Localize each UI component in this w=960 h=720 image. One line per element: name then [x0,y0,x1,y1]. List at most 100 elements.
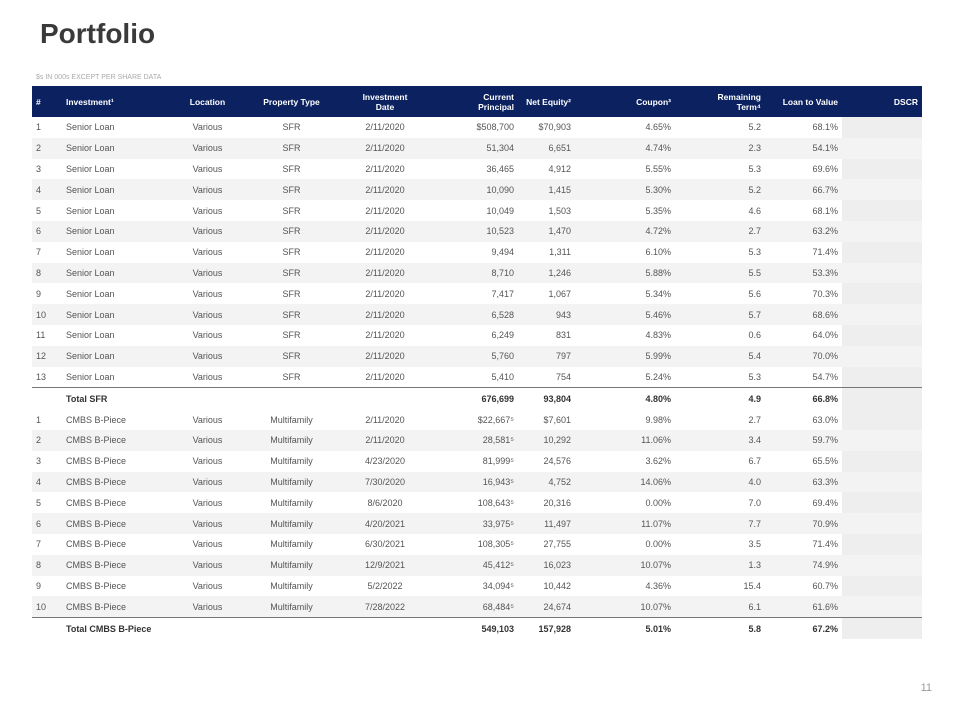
table-cell: 5.24% [645,371,671,382]
table-cell: Senior Loan [62,179,170,201]
table-cell: 5.88% [575,262,675,284]
table-cell: 2/11/2020 [365,247,405,258]
dscr-cell [842,471,922,493]
table-cell: Various [192,456,223,467]
table-cell: 2/11/2020 [365,122,405,133]
table-cell: 108,643⁵ [477,497,514,508]
table-cell: 3 [36,456,42,467]
table-cell: 2.7 [675,220,765,242]
table-cell: SFR [282,205,301,216]
table-cell: 4.0 [675,471,765,493]
table-cell: 5.2 [675,179,765,201]
table-cell: Senior Loan [66,330,115,341]
table-cell: 10.07% [575,596,675,618]
table-cell: 1,470 [518,220,575,242]
table-row: 2 Senior Loan Various SFR 2/11/2020 51,304 6,6… [32,137,922,159]
table-cell: CMBS B-Piece [66,580,127,591]
table-cell: Multifamily [245,596,338,618]
table-cell: 4/20/2021 [338,513,432,534]
table-cell: Senior Loan [66,163,115,174]
table-cell: 3.62% [645,456,671,467]
table-cell: SFR [282,163,301,174]
table-cell: 11.07% [575,513,675,534]
table-cell: 8/6/2020 [367,497,403,508]
table-cell: 1 [36,122,42,133]
table-cell: $508,700 [476,122,514,133]
table-cell: CMBS B-Piece [62,429,170,451]
table-cell: 6,528 [432,304,518,325]
table-cell: 63.2% [765,220,842,242]
total-cell: 5.8 [675,617,765,639]
dscr-cell [842,220,922,242]
table-row: 7 Senior Loan Various SFR 2/11/2020 9,494 1,31… [32,241,922,263]
table-cell: 5 [36,497,42,508]
table-cell: 2/11/2020 [365,288,405,299]
table-cell: SFR [245,220,338,242]
table-cell: SFR [282,122,301,133]
dscr-cell [842,179,922,201]
total-cell: 66.8% [765,387,842,410]
table-cell: 68,484⁵ [432,596,518,618]
table-cell: 9 [36,580,42,591]
table-cell: 2/11/2020 [338,137,432,159]
table-cell: 4,912 [548,163,571,174]
table-cell: $22,667⁵ [477,414,514,425]
table-cell: Various [170,345,245,367]
table-cell: 5 [36,205,42,216]
table-cell: 13 [36,371,47,382]
table-cell: 3.4 [675,429,765,451]
table-cell: 5.34% [645,288,671,299]
column-header: Net Equity² [518,86,575,117]
table-cell: 70.0% [765,345,842,367]
table-body: 1 Senior Loan Various SFR 2/11/2020 $508,700 $… [32,117,922,639]
table-cell: 2/11/2020 [365,163,405,174]
table-row: 10 CMBS B-Piece Various Multifamily 7/28/202… [32,596,922,618]
table-cell: Senior Loan [62,304,170,325]
table-row: 3 Senior Loan Various SFR 2/11/2020 36,465 4,9… [32,158,922,180]
table-cell: 5.6 [748,288,761,299]
table-cell: 71.4% [812,539,838,550]
dscr-cell [842,241,922,263]
table-cell: Multifamily [245,513,338,534]
table-cell: 74.9% [765,554,842,576]
dscr-cell [842,533,922,555]
table-cell: SFR [282,247,301,258]
table-cell: 5,760 [432,345,518,367]
table-cell: 2.3 [675,137,765,159]
table-cell: Senior Loan [66,205,115,216]
table-cell: Various [192,497,223,508]
table-cell: CMBS B-Piece [62,596,170,618]
table-cell: 2/11/2020 [338,220,432,242]
table-cell: 2/11/2020 [365,205,405,216]
table-cell: 10,090 [432,179,518,201]
table-cell: 10,292 [518,429,575,451]
table-cell: 28,581⁵ [432,429,518,451]
table-cell: 6.7 [748,456,761,467]
table-cell: Senior Loan [62,220,170,242]
table-cell: 33,975⁵ [432,513,518,534]
total-cell: 549,103 [432,617,518,639]
column-header: Investment¹ [62,86,170,117]
table-cell: 5.55% [645,163,671,174]
column-header: Current Principal [432,86,518,117]
table-cell: 4.72% [575,220,675,242]
table-cell: 8 [32,262,62,284]
table-cell: SFR [245,345,338,367]
table-cell: 1.3 [675,554,765,576]
table-cell: Various [192,330,223,341]
table-cell: 64.0% [812,330,838,341]
table-cell: Senior Loan [66,247,115,258]
table-row: 5 Senior Loan Various SFR 2/11/2020 10,049 1,5… [32,200,922,221]
table-cell: 2/11/2020 [365,330,405,341]
table-row: 4 Senior Loan Various SFR 2/11/2020 10,090 1,4… [32,179,922,201]
table-cell: 1,246 [518,262,575,284]
dscr-cell [842,617,922,639]
table-cell: SFR [245,262,338,284]
table-cell: 0.00% [645,497,671,508]
total-label: Total CMBS B-Piece [62,617,432,639]
table-row: 8 CMBS B-Piece Various Multifamily 12/9/2021… [32,554,922,576]
table-cell: Various [192,163,223,174]
table-cell: SFR [282,371,301,382]
table-cell: 14.06% [575,471,675,493]
dscr-cell [842,137,922,159]
